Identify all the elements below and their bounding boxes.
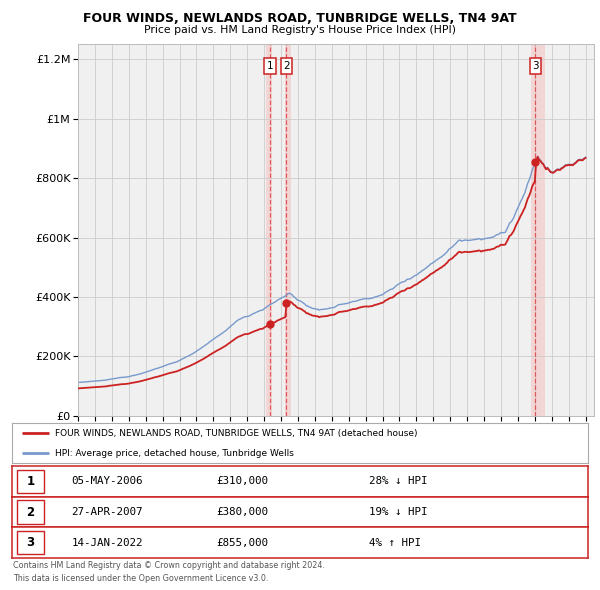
Text: 2: 2 — [26, 506, 34, 519]
Text: FOUR WINDS, NEWLANDS ROAD, TUNBRIDGE WELLS, TN4 9AT (detached house): FOUR WINDS, NEWLANDS ROAD, TUNBRIDGE WEL… — [55, 428, 418, 438]
Text: 14-JAN-2022: 14-JAN-2022 — [71, 538, 143, 548]
Bar — [531, 44, 545, 416]
Text: £380,000: £380,000 — [217, 507, 268, 517]
FancyBboxPatch shape — [17, 500, 44, 524]
Text: 3: 3 — [532, 61, 539, 71]
FancyBboxPatch shape — [17, 470, 44, 493]
Text: HPI: Average price, detached house, Tunbridge Wells: HPI: Average price, detached house, Tunb… — [55, 448, 294, 458]
Text: 1: 1 — [267, 61, 274, 71]
Text: FOUR WINDS, NEWLANDS ROAD, TUNBRIDGE WELLS, TN4 9AT: FOUR WINDS, NEWLANDS ROAD, TUNBRIDGE WEL… — [83, 12, 517, 25]
Text: Contains HM Land Registry data © Crown copyright and database right 2024.: Contains HM Land Registry data © Crown c… — [13, 561, 325, 570]
Text: 1: 1 — [26, 475, 34, 488]
Bar — [285, 44, 290, 416]
Text: £310,000: £310,000 — [217, 477, 268, 486]
Text: 27-APR-2007: 27-APR-2007 — [71, 507, 143, 517]
Text: 3: 3 — [26, 536, 34, 549]
Text: This data is licensed under the Open Government Licence v3.0.: This data is licensed under the Open Gov… — [13, 574, 269, 583]
Text: 2: 2 — [283, 61, 290, 71]
Text: £855,000: £855,000 — [217, 538, 268, 548]
Text: 4% ↑ HPI: 4% ↑ HPI — [369, 538, 421, 548]
FancyBboxPatch shape — [17, 531, 44, 555]
Text: 28% ↓ HPI: 28% ↓ HPI — [369, 477, 428, 486]
Bar — [266, 44, 272, 416]
Text: 19% ↓ HPI: 19% ↓ HPI — [369, 507, 428, 517]
Text: 05-MAY-2006: 05-MAY-2006 — [71, 477, 143, 486]
Text: Price paid vs. HM Land Registry's House Price Index (HPI): Price paid vs. HM Land Registry's House … — [144, 25, 456, 35]
